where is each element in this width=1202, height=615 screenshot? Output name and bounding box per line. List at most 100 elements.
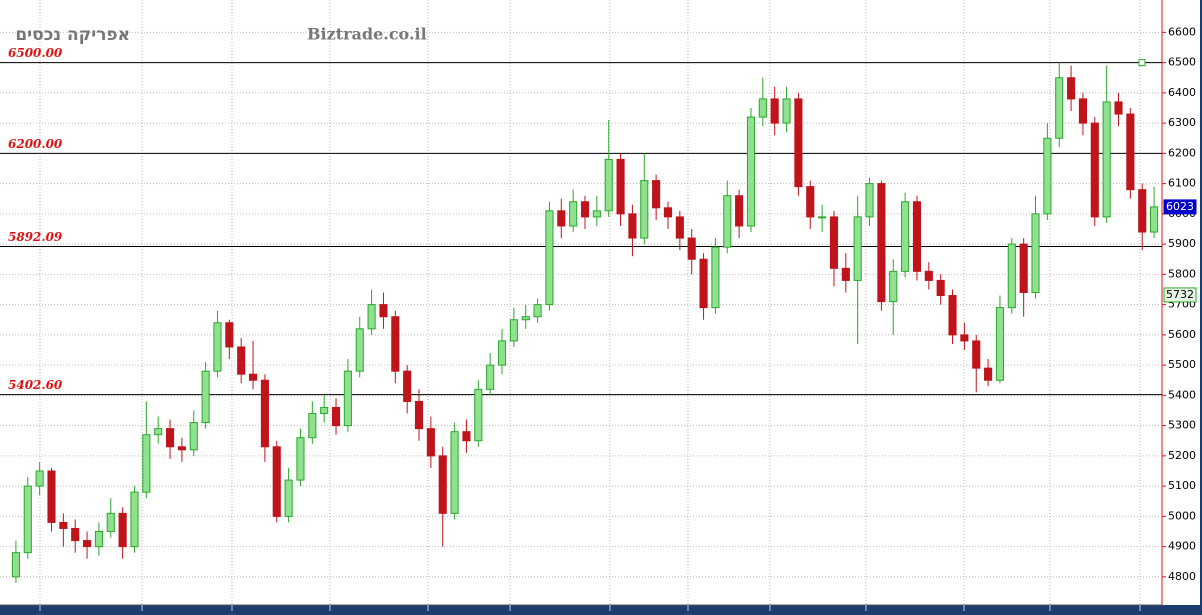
marker [1138,59,1146,67]
candle-body [177,446,186,451]
candle-body [924,270,933,281]
candle-body [711,246,720,309]
candle-body [474,388,483,442]
candle-body [580,201,590,218]
chart-subtitle: Biztrade.co.il [307,25,427,44]
candle-body [59,521,68,529]
axis-background [1163,0,1200,605]
y-tick-label: 5400 [1168,388,1196,401]
candle-body [296,437,305,481]
y-tick-label: 6100 [1168,177,1196,190]
candle-body [331,406,341,427]
candle-body [248,373,258,381]
candle-body [320,406,329,415]
candle-body [225,322,234,348]
chart-title: אפריקה נכסים [15,25,130,45]
candle-body [936,279,945,297]
candle-body [403,370,412,402]
candle-body [699,258,708,309]
candle-body [806,186,815,218]
candle-body [272,446,281,517]
candle-body [592,210,601,218]
price-tag-label: 6023 [1166,200,1194,213]
candle-body [189,422,198,451]
y-tick-label: 5100 [1168,479,1196,492]
candles [11,62,1159,583]
candle-body [628,213,637,239]
candle-body [213,322,222,372]
price-tag [1163,199,1197,215]
candle-body [11,552,20,578]
candle-body [948,295,957,336]
candle-body [521,316,530,321]
candle-body [1126,113,1135,191]
candle-body [1055,77,1064,139]
candle-body [723,195,732,248]
y-tick-label: 6600 [1168,25,1196,38]
y-tick-label: 5300 [1168,419,1196,432]
candle-body [1090,122,1099,218]
candle-body [604,158,613,212]
candle-body [1102,101,1111,218]
candle-body [106,512,115,532]
candle-body [94,530,103,548]
candle-body [746,116,756,227]
candle-body [391,316,400,372]
y-tick-label: 5800 [1168,267,1196,280]
y-tick-label: 5500 [1168,358,1196,371]
candle-body [1067,77,1076,100]
candle-body [118,512,127,548]
candle-body [889,270,898,303]
candle-body [201,370,210,424]
candle-body [557,210,566,227]
y-tick-label: 6400 [1168,86,1196,99]
y-tick-label: 4800 [1168,570,1196,583]
candle-body [142,434,151,493]
candle-body [960,334,969,342]
candle-body [23,485,32,554]
level-label: 5892.09 [8,230,63,244]
candle-body [355,328,364,372]
candle-body [462,431,471,442]
candle-body [130,491,139,548]
candle-body [829,216,839,269]
candle-body [972,340,981,369]
candle-body [438,455,447,514]
candle-body [154,428,163,436]
y-tick-label: 4900 [1168,540,1196,553]
y-axis: 4800490050005100520053005400550056005700… [1162,25,1197,583]
candle-body [853,216,862,281]
y-tick-label: 5600 [1168,328,1196,341]
price-tag-label: 5732 [1166,288,1194,301]
candle-body [663,207,673,218]
candle-body [545,210,554,306]
candle-body [71,527,80,542]
candle-body [486,364,495,390]
candle-body [735,195,744,227]
candle-body [450,431,459,514]
y-tick-label: 5200 [1168,449,1196,462]
candle-body [794,98,803,188]
candle-body [616,158,625,215]
candle-body [35,470,44,487]
candle-body [1114,101,1123,115]
candle-body [308,413,317,439]
candle-body [237,346,246,375]
price-tag [1163,287,1197,303]
candle-body [379,304,388,318]
candle-body [343,370,352,427]
candle-body [1031,213,1040,294]
candle-body [1138,189,1147,233]
candle-body [782,98,791,124]
y-tick-label: 6200 [1168,146,1196,159]
candle-body [47,470,56,523]
candle-body [1150,206,1159,233]
candle-body [640,180,649,239]
y-tick-label: 6300 [1168,116,1196,129]
candle-body [818,216,827,219]
candle-body [260,379,269,448]
candle-body [533,304,542,318]
